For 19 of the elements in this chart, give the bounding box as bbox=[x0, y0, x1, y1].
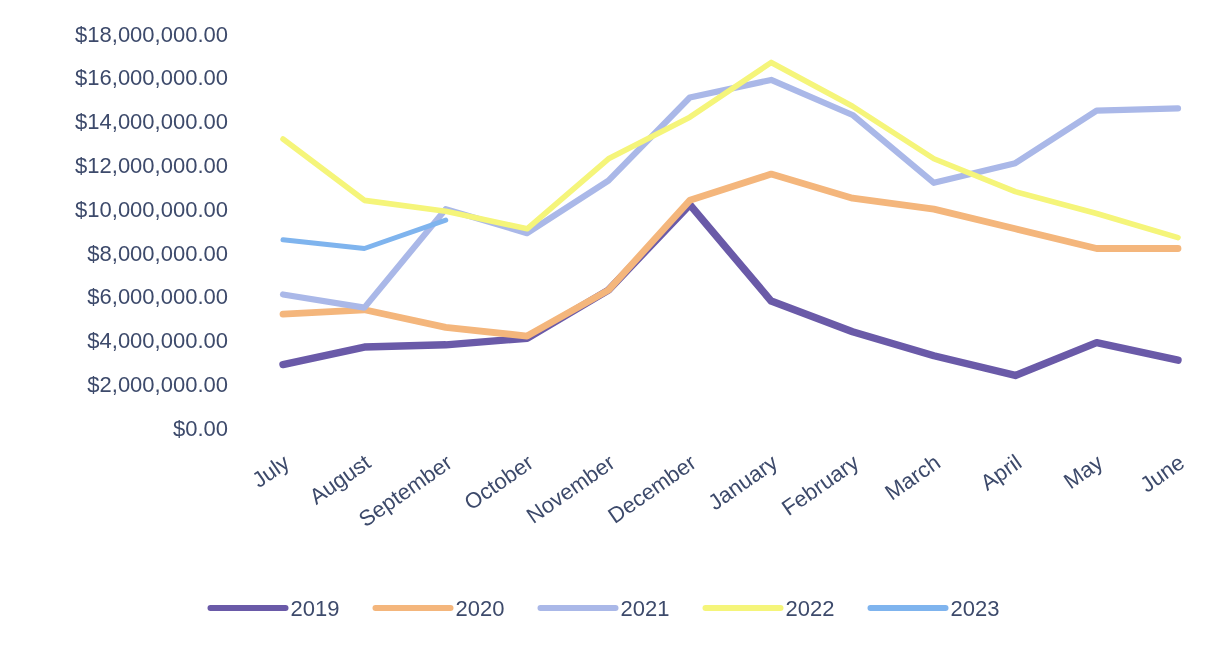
y-tick-label: $0.00 bbox=[172, 415, 228, 441]
y-tick-label: $4,000,000.00 bbox=[87, 328, 228, 354]
y-tick-label: $14,000,000.00 bbox=[75, 109, 228, 135]
x-tick-label: April bbox=[975, 449, 1027, 496]
y-tick-label: $10,000,000.00 bbox=[75, 196, 228, 222]
legend-label: 2021 bbox=[620, 595, 670, 621]
x-tick-label: June bbox=[1135, 449, 1189, 498]
y-tick-label: $8,000,000.00 bbox=[87, 240, 228, 266]
y-tick-label: $6,000,000.00 bbox=[87, 284, 228, 310]
x-tick-label: July bbox=[247, 449, 294, 493]
legend-label: 2022 bbox=[785, 595, 835, 621]
legend-label: 2020 bbox=[455, 595, 505, 621]
y-tick-label: $16,000,000.00 bbox=[75, 65, 228, 91]
legend-label: 2023 bbox=[950, 595, 1000, 621]
legend-label: 2019 bbox=[290, 595, 340, 621]
y-tick-label: $2,000,000.00 bbox=[87, 371, 228, 397]
x-tick-label: May bbox=[1059, 449, 1108, 494]
y-tick-label: $18,000,000.00 bbox=[75, 21, 228, 47]
y-tick-label: $12,000,000.00 bbox=[75, 153, 228, 179]
